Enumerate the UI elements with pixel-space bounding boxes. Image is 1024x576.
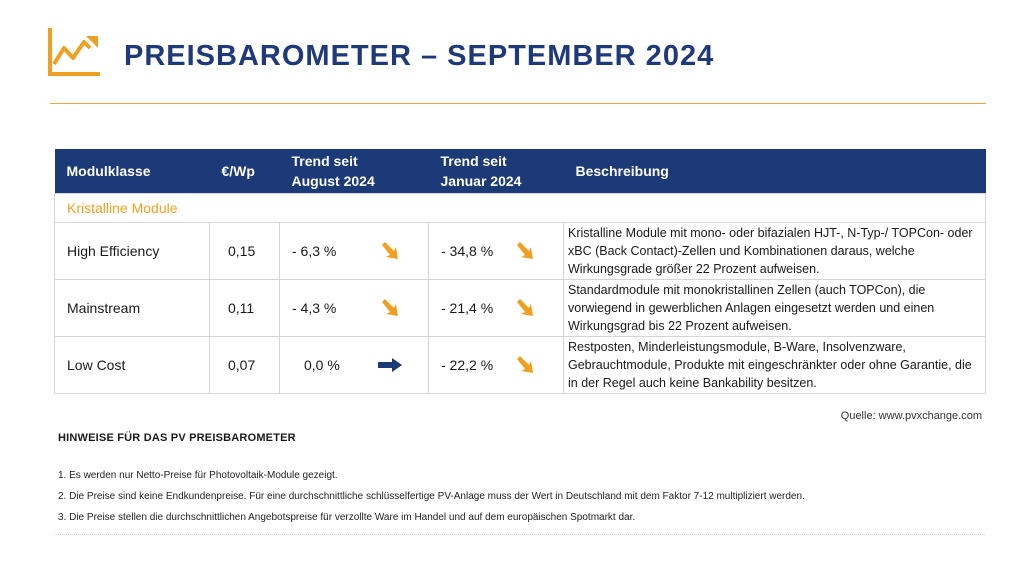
notes-heading: HINWEISE FÜR DAS PV PREISBAROMETER [58,432,296,444]
table-row: Mainstream 0,11 - 4,3 % - 21,4 % Standar… [54,279,986,337]
module-class-name: Low Cost [54,336,210,394]
arrow-down-right-icon [517,299,533,316]
page-title: PREISBAROMETER – SEPTEMBER 2024 [124,40,715,72]
notes-list: 1. Es werden nur Netto-Preise für Photov… [58,469,998,532]
module-class-name: High Efficiency [54,222,210,280]
column-header-price: €/Wp [209,149,280,194]
column-header-trend-januar: Trend seit Januar 2024 [428,149,564,194]
arrow-down-right-icon [382,242,398,259]
section-row: Kristalline Module [54,193,986,223]
module-class-name: Mainstream [54,279,210,337]
trend-januar-cell: - 21,4 % [428,279,564,337]
description: Restposten, Minderleistungsmodule, B-War… [563,336,986,394]
price-value: 0,07 [209,336,280,394]
column-header-beschreibung: Beschreibung [563,149,986,194]
description: Kristalline Module mit mono- oder bifazi… [563,222,986,280]
trend-januar-cell: - 34,8 % [428,222,564,280]
column-header-modulklasse: Modulklasse [54,149,210,194]
trend-januar-value: - 22,2 % [441,357,494,373]
list-item: 1. Es werden nur Netto-Preise für Photov… [58,470,338,481]
section-label: Kristalline Module [54,193,986,223]
trend-august-value: - 4,3 % [292,300,337,316]
trend-august-value: 0,0 % [304,357,340,373]
trend-januar-value: - 34,8 % [441,243,494,259]
trend-august-cell: - 6,3 % [279,222,429,280]
arrow-down-right-icon [517,356,533,373]
price-value: 0,15 [209,222,280,280]
trend-januar-cell: - 22,2 % [428,336,564,394]
bottom-divider [54,534,985,535]
list-item: 2. Die Preise sind keine Endkundenpreise… [58,491,805,502]
price-value: 0,11 [209,279,280,337]
title-divider [50,103,986,104]
source-note: Quelle: www.pvxchange.com [840,410,982,422]
trend-august-cell: 0,0 % [279,336,429,394]
arrow-down-right-icon [517,242,533,259]
description: Standardmodule mit monokristallinen Zell… [563,279,986,337]
column-header-trend-august: Trend seit August 2024 [279,149,429,194]
list-item: 3. Die Preise stellen die durchschnittli… [58,512,636,523]
trend-januar-value: - 21,4 % [441,300,494,316]
table-header-row: Modulklasse €/Wp Trend seit August 2024 T… [54,149,986,194]
trend-august-cell: - 4,3 % [279,279,429,337]
table-row: High Efficiency 0,15 - 6,3 % - 34,8 % Kr… [54,222,986,280]
table-row: Low Cost 0,07 0,0 % - 22,2 % Restposten,… [54,336,986,394]
trend-august-value: - 6,3 % [292,243,337,259]
arrow-right-icon [378,358,402,372]
rising-chart-arrow-icon [48,28,100,76]
price-table: Modulklasse €/Wp Trend seit August 2024 T… [54,149,986,394]
arrow-down-right-icon [382,299,398,316]
